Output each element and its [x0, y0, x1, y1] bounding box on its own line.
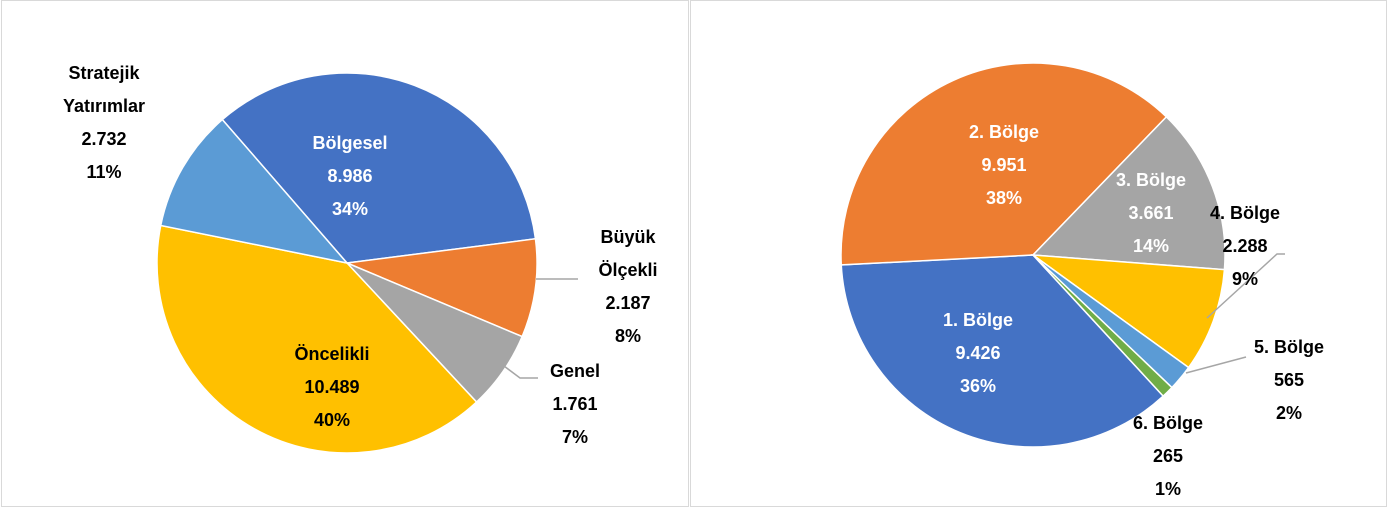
data-label: Bölgesel 8.986 34% — [270, 127, 430, 226]
pie-slice — [840, 254, 1165, 448]
label-percent: 2% — [1275, 403, 1302, 423]
data-label: 6. Bölge 265 1% — [1113, 407, 1223, 506]
leader-line — [1206, 253, 1285, 319]
pie-slice — [156, 224, 478, 454]
pie-slice — [221, 72, 537, 264]
label-percent: 14% — [1132, 236, 1170, 256]
label-value: 9.426 — [955, 343, 1001, 363]
pie-slice — [344, 237, 538, 338]
data-label: Öncelikli 10.489 40% — [252, 338, 412, 437]
label-percent: 34% — [331, 199, 369, 219]
label-name: 2. Bölge — [968, 122, 1039, 142]
label-percent: 8% — [614, 326, 641, 346]
data-label: 2. Bölge 9.951 38% — [934, 116, 1074, 215]
label-percent: 11% — [86, 162, 122, 182]
label-value: 565 — [1273, 370, 1305, 390]
label-value: 10.489 — [304, 377, 360, 397]
label-value: 265 — [1152, 446, 1184, 466]
pie-slice — [159, 118, 350, 265]
label-name: 1. Bölge — [942, 310, 1013, 330]
label-value: 2.187 — [605, 293, 651, 313]
label-percent: 1% — [1154, 479, 1181, 499]
label-name: 6. Bölge — [1132, 413, 1203, 433]
data-label: Stratejik Yatırımlar 2.732 11% — [49, 57, 159, 189]
pie-slice — [1031, 115, 1226, 271]
label-name: Büyük Ölçekli — [598, 227, 658, 280]
label-percent: 36% — [959, 376, 997, 396]
label-percent: 38% — [985, 188, 1023, 208]
label-value: 8.986 — [327, 166, 373, 186]
label-percent: 40% — [313, 410, 351, 430]
label-value: 2.288 — [1222, 236, 1268, 256]
data-label: 3. Bölge 3.661 14% — [1096, 164, 1206, 263]
pie-slice — [1032, 254, 1173, 398]
label-percent: 9% — [1231, 269, 1258, 289]
label-name: 4. Bölge — [1209, 203, 1280, 223]
right-panel — [690, 0, 1387, 507]
data-label: 1. Bölge 9.426 36% — [908, 304, 1048, 403]
pie-slice — [1030, 254, 1226, 369]
label-value: 2.732 — [81, 129, 127, 149]
data-label: Büyük Ölçekli 2.187 8% — [588, 221, 668, 353]
leader-line — [503, 365, 538, 379]
label-value: 3.661 — [1128, 203, 1174, 223]
label-name: Stratejik Yatırımlar — [62, 63, 146, 116]
data-label: 5. Bölge 565 2% — [1234, 331, 1344, 430]
left-panel — [1, 0, 689, 507]
pie-slice — [840, 62, 1168, 266]
label-name: 5. Bölge — [1253, 337, 1324, 357]
label-name: 3. Bölge — [1115, 170, 1186, 190]
label-value: 9.951 — [981, 155, 1027, 175]
label-name: Öncelikli — [294, 344, 370, 364]
label-name: Genel — [549, 361, 601, 381]
data-label: 4. Bölge 2.288 9% — [1190, 197, 1300, 296]
leader-line — [1185, 356, 1247, 374]
label-percent: 7% — [561, 427, 588, 447]
label-value: 1.761 — [552, 394, 598, 414]
label-name: Bölgesel — [312, 133, 388, 153]
data-label: Genel 1.761 7% — [535, 355, 615, 454]
